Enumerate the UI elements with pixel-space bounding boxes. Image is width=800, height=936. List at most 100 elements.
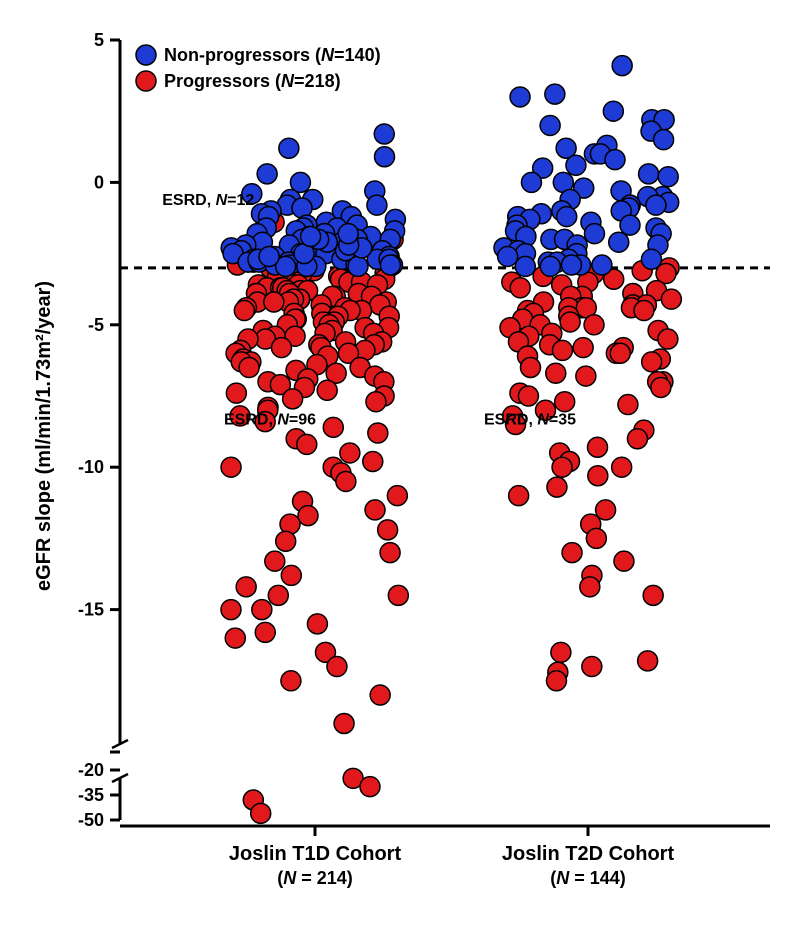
data-point (360, 777, 380, 797)
data-point (562, 543, 582, 563)
data-point (380, 543, 400, 563)
data-point (297, 434, 317, 454)
data-point (618, 395, 638, 415)
data-point (255, 622, 275, 642)
data-point (584, 315, 604, 335)
data-point (612, 56, 632, 76)
y-axis-label: eGFR slope (ml/min/1.73m²/year) (33, 281, 55, 591)
data-point (281, 565, 301, 585)
x-category-label: Joslin T1D Cohort (229, 843, 402, 865)
data-point (609, 232, 629, 252)
data-point (509, 486, 529, 506)
data-point (643, 585, 663, 605)
data-point (658, 329, 678, 349)
legend-label: Non-progressors (N=140) (164, 45, 381, 65)
data-point (520, 358, 540, 378)
data-point (605, 150, 625, 170)
x-category-sub: (N = 214) (277, 868, 353, 888)
data-point (375, 147, 395, 167)
data-point (610, 343, 630, 363)
data-point (634, 301, 654, 321)
data-point (366, 392, 386, 412)
data-point (518, 386, 538, 406)
data-point (221, 457, 241, 477)
data-point (654, 130, 674, 150)
data-point (580, 577, 600, 597)
data-point (257, 164, 277, 184)
data-point (276, 531, 296, 551)
data-point (264, 292, 284, 312)
data-point (388, 585, 408, 605)
data-point (236, 577, 256, 597)
chart-svg: -50-35-20-15-10-505eGFR slope (ml/min/1.… (0, 0, 800, 936)
data-point (561, 255, 581, 275)
data-point (251, 803, 271, 823)
svg-text:-10: -10 (78, 457, 104, 477)
data-point (638, 651, 658, 671)
svg-text:-35: -35 (78, 785, 104, 805)
data-point (283, 389, 303, 409)
data-point (584, 224, 604, 244)
data-point (378, 520, 398, 540)
data-point (365, 500, 385, 520)
x-category-sub: (N = 144) (550, 868, 626, 888)
data-point (658, 167, 678, 187)
data-point (363, 452, 383, 472)
data-point (279, 138, 299, 158)
data-point (555, 392, 575, 412)
data-point (298, 506, 318, 526)
data-point (641, 249, 661, 269)
data-point (620, 215, 640, 235)
data-point (588, 466, 608, 486)
svg-text:5: 5 (94, 30, 104, 50)
data-point (642, 352, 662, 372)
data-point (259, 246, 279, 266)
data-point (271, 338, 291, 358)
data-point (576, 366, 596, 386)
data-point (317, 380, 337, 400)
data-point (234, 301, 254, 321)
data-point (498, 246, 518, 266)
data-point (566, 155, 586, 175)
data-point (301, 227, 321, 247)
data-point (221, 600, 241, 620)
data-point (510, 87, 530, 107)
data-point (646, 195, 666, 215)
data-point (614, 551, 634, 571)
svg-text:-5: -5 (88, 315, 104, 335)
legend-marker (136, 45, 156, 65)
data-point (307, 614, 327, 634)
scatter-chart: -50-35-20-15-10-505eGFR slope (ml/min/1.… (0, 0, 800, 936)
data-point (226, 383, 246, 403)
data-point (651, 377, 671, 397)
data-point (603, 101, 623, 121)
data-point (586, 528, 606, 548)
annotation: ESRD, N=12 (162, 192, 254, 209)
data-point (370, 685, 390, 705)
data-point (552, 457, 572, 477)
data-point (387, 486, 407, 506)
data-point (573, 338, 593, 358)
data-point (588, 437, 608, 457)
data-point (592, 255, 612, 275)
data-point (612, 457, 632, 477)
data-point (515, 256, 535, 276)
data-point (551, 642, 571, 662)
svg-text:-20: -20 (78, 760, 104, 780)
data-point (374, 124, 394, 144)
data-point (367, 195, 387, 215)
data-point (336, 471, 356, 491)
data-point (340, 443, 360, 463)
data-point (380, 255, 400, 275)
data-point (265, 551, 285, 571)
data-point (510, 278, 530, 298)
data-point (547, 477, 567, 497)
data-point (239, 358, 259, 378)
data-point (252, 600, 272, 620)
data-point (557, 207, 577, 227)
data-point (281, 671, 301, 691)
data-point (368, 423, 388, 443)
data-point (225, 628, 245, 648)
data-point (661, 289, 681, 309)
data-point (540, 115, 560, 135)
